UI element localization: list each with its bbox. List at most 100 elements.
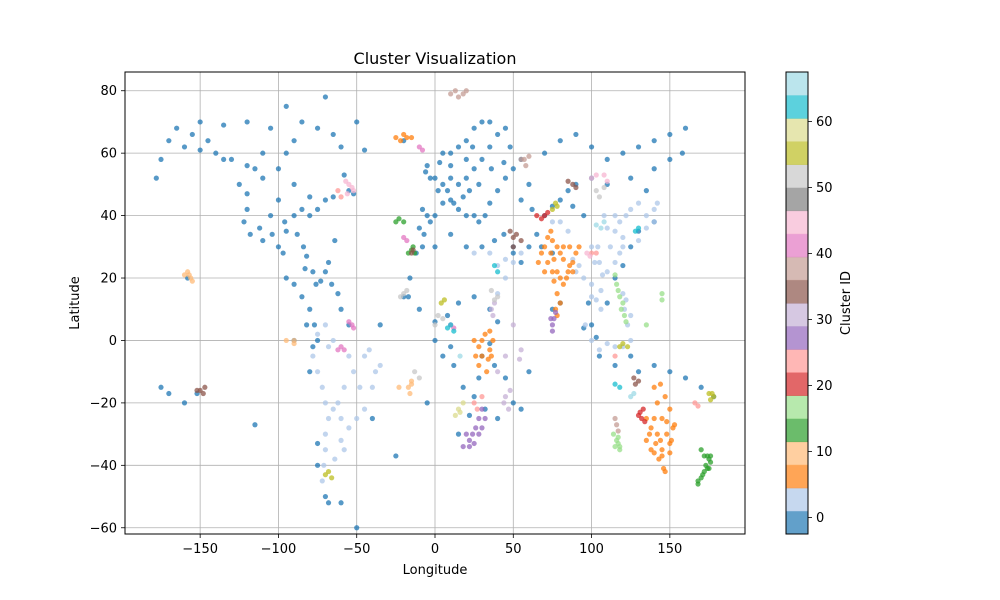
data-point	[260, 175, 266, 181]
cluster-21-points	[452, 400, 466, 418]
data-point	[662, 468, 668, 475]
y-tick-label: −40	[90, 459, 117, 474]
data-point	[455, 300, 462, 306]
data-point	[612, 353, 618, 359]
data-point	[565, 269, 571, 275]
data-point	[377, 322, 383, 328]
data-point	[570, 269, 576, 275]
data-point	[552, 309, 559, 315]
data-point	[424, 163, 430, 169]
data-point	[523, 163, 529, 169]
data-point	[424, 400, 430, 406]
data-point	[369, 415, 375, 422]
data-point	[393, 134, 399, 141]
data-point	[576, 244, 582, 250]
data-point	[444, 188, 451, 194]
data-point	[325, 259, 332, 266]
data-point	[440, 353, 446, 359]
data-point	[581, 212, 587, 219]
data-point	[588, 337, 595, 344]
data-point	[565, 228, 571, 234]
data-point	[659, 415, 665, 422]
data-point	[518, 237, 524, 244]
data-point	[548, 250, 554, 256]
data-point	[601, 184, 607, 191]
colorbar-tick-label: 60	[816, 115, 833, 130]
data-point	[299, 119, 305, 125]
data-point	[495, 319, 501, 325]
data-point	[651, 415, 657, 422]
data-point	[695, 403, 701, 409]
data-point	[397, 294, 404, 300]
data-point	[668, 437, 675, 443]
data-point	[440, 316, 446, 322]
data-point	[518, 406, 524, 412]
data-point	[213, 150, 219, 156]
data-point	[628, 244, 634, 250]
data-point	[313, 281, 319, 287]
data-point	[601, 219, 607, 225]
data-point	[310, 269, 316, 275]
data-point	[311, 322, 318, 328]
data-point	[189, 131, 195, 138]
data-point	[377, 362, 383, 369]
data-point	[624, 344, 631, 350]
data-point	[244, 206, 250, 212]
data-point	[654, 200, 660, 206]
data-point	[479, 406, 485, 412]
cluster-22-points	[444, 225, 642, 390]
data-point	[441, 297, 447, 303]
colorbar-tick-label: 40	[816, 247, 833, 262]
data-point	[557, 197, 563, 203]
data-point	[427, 175, 433, 181]
data-point	[310, 344, 316, 350]
x-tick-label: 100	[579, 542, 604, 557]
data-point	[560, 256, 566, 262]
data-point	[291, 181, 297, 187]
data-point	[495, 188, 501, 194]
data-point	[548, 228, 554, 234]
data-point	[557, 138, 563, 144]
data-point	[573, 184, 579, 191]
data-point	[469, 144, 476, 150]
data-point	[291, 337, 297, 344]
colorbar-segment	[786, 441, 808, 466]
data-point	[357, 384, 363, 390]
x-tick-label: −100	[261, 542, 297, 557]
data-point	[518, 347, 524, 353]
data-point	[393, 453, 399, 459]
data-point	[495, 131, 501, 138]
data-point	[350, 325, 357, 331]
data-point	[424, 212, 430, 219]
data-point	[341, 447, 347, 453]
data-point	[679, 150, 685, 156]
data-point	[495, 269, 501, 275]
colorbar-tick-label: 0	[816, 511, 824, 526]
data-point	[651, 362, 657, 369]
colorbar-segment	[786, 372, 808, 396]
data-point	[560, 244, 566, 250]
data-point	[322, 447, 329, 453]
data-point	[576, 262, 582, 269]
data-point	[338, 306, 344, 312]
data-point	[466, 412, 473, 418]
data-point	[510, 322, 516, 328]
data-point	[257, 225, 263, 231]
y-tick-label: −60	[90, 521, 117, 536]
data-point	[628, 206, 634, 212]
data-point	[322, 197, 329, 203]
data-point	[651, 450, 657, 456]
data-point	[588, 322, 595, 328]
data-point	[410, 247, 416, 253]
data-point	[490, 337, 496, 344]
data-point	[452, 88, 458, 94]
data-point	[526, 153, 532, 159]
data-point	[614, 281, 620, 287]
data-point	[534, 212, 540, 219]
data-point	[463, 138, 469, 144]
cluster-7-points	[610, 272, 665, 453]
cluster-14-points	[194, 178, 642, 397]
data-point	[502, 394, 509, 400]
colorbar-segment	[786, 418, 808, 443]
data-point	[554, 269, 560, 275]
